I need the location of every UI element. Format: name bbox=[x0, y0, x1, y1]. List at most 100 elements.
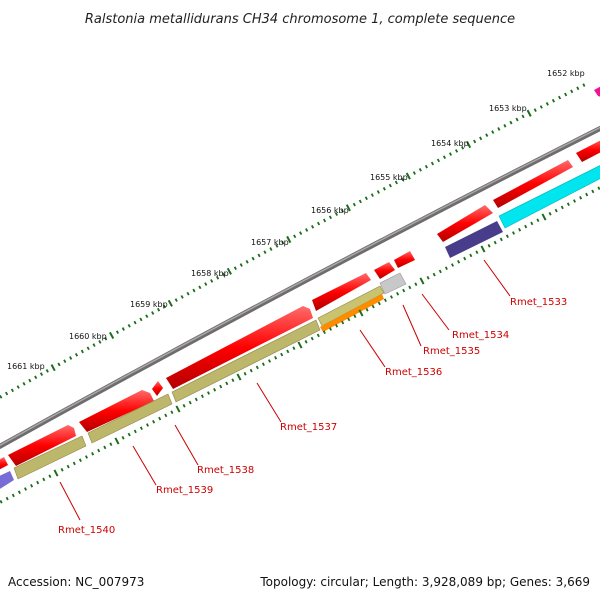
tick-mark bbox=[419, 277, 425, 285]
tick-mark bbox=[257, 253, 261, 258]
tick-mark bbox=[521, 114, 525, 119]
ruler-label-1660: 1660 kbp bbox=[69, 332, 107, 341]
ruler-label-1655: 1655 kbp bbox=[370, 173, 408, 182]
tick-mark bbox=[267, 359, 272, 363]
tick-mark bbox=[353, 314, 357, 319]
tick-mark bbox=[400, 177, 404, 182]
tick-mark bbox=[139, 317, 143, 322]
gene-label-rmet-1533[interactable]: Rmet_1533 bbox=[510, 297, 567, 308]
gene-orange-1536 bbox=[320, 294, 384, 332]
tick-mark bbox=[145, 423, 150, 427]
tick-mark bbox=[233, 266, 237, 271]
tick-mark bbox=[539, 105, 543, 109]
tick-mark bbox=[53, 469, 59, 477]
tick-mark bbox=[84, 455, 89, 459]
tick-mark bbox=[286, 235, 292, 244]
tick-mark bbox=[358, 199, 362, 204]
tick-mark bbox=[316, 333, 320, 338]
gene-olive-1538 bbox=[87, 393, 173, 444]
tick-mark bbox=[388, 183, 392, 188]
tick-mark bbox=[335, 323, 339, 328]
tick-mark bbox=[145, 314, 149, 319]
tick-mark bbox=[194, 397, 198, 402]
gene-arrow bbox=[0, 457, 8, 470]
gene-cyan bbox=[498, 165, 600, 229]
tick-mark bbox=[219, 384, 223, 389]
tick-mark bbox=[292, 346, 296, 351]
tick-mark bbox=[317, 221, 321, 226]
gene-labels bbox=[59, 259, 511, 521]
tick-mark bbox=[341, 320, 345, 325]
tick-mark bbox=[216, 275, 220, 280]
tick-mark bbox=[499, 237, 503, 242]
tick-mark bbox=[39, 372, 44, 376]
tick-mark bbox=[152, 419, 156, 424]
tick-mark bbox=[405, 172, 411, 180]
tick-mark bbox=[221, 272, 225, 277]
tick-mark bbox=[186, 291, 190, 296]
tick-mark bbox=[530, 221, 534, 226]
tick-mark bbox=[558, 95, 562, 100]
tick-mark bbox=[16, 385, 20, 389]
gene-purple-1533 bbox=[445, 221, 503, 258]
gene-arrow bbox=[312, 273, 371, 311]
tick-mark bbox=[582, 83, 586, 87]
tick-mark bbox=[66, 464, 70, 469]
tick-mark bbox=[243, 371, 247, 376]
tick-mark bbox=[72, 461, 76, 466]
gene-label-rmet-1534[interactable]: Rmet_1534 bbox=[452, 330, 509, 341]
tick-mark bbox=[311, 224, 315, 229]
tick-mark bbox=[28, 378, 32, 383]
tick-mark bbox=[206, 391, 211, 395]
tick-mark bbox=[328, 215, 332, 220]
tick-mark bbox=[92, 343, 96, 347]
tick-mark bbox=[60, 467, 64, 472]
tick-mark bbox=[323, 218, 327, 223]
gene-label-rmet-1536[interactable]: Rmet_1536 bbox=[385, 367, 442, 378]
tick-mark bbox=[551, 98, 555, 103]
inner-ruler-ticks bbox=[0, 186, 600, 504]
gene-label-rmet-1537[interactable]: Rmet_1537 bbox=[280, 422, 337, 433]
tick-mark bbox=[97, 448, 101, 453]
tick-mark bbox=[274, 355, 278, 360]
gene-label-rmet-1540[interactable]: Rmet_1540 bbox=[58, 525, 115, 536]
tick-mark bbox=[448, 152, 453, 156]
tick-mark bbox=[188, 400, 192, 405]
tick-mark bbox=[22, 381, 26, 386]
backbone-ring bbox=[0, 125, 600, 450]
tick-mark bbox=[50, 364, 56, 372]
tick-mark bbox=[526, 109, 532, 117]
forward-strand-genes bbox=[0, 140, 600, 470]
tick-mark bbox=[345, 204, 351, 212]
gene-purple-left bbox=[0, 471, 14, 489]
tick-mark bbox=[0, 499, 3, 504]
tick-mark bbox=[164, 413, 168, 418]
gene-arrow bbox=[576, 140, 600, 162]
tick-mark bbox=[394, 180, 398, 185]
tick-mark bbox=[541, 213, 547, 221]
tick-mark bbox=[57, 362, 61, 367]
tick-mark bbox=[245, 259, 249, 264]
tick-mark bbox=[576, 86, 580, 91]
tick-mark bbox=[450, 263, 455, 267]
tick-mark bbox=[414, 282, 418, 287]
gene-label-rmet-1535[interactable]: Rmet_1535 bbox=[423, 346, 480, 357]
tick-mark bbox=[91, 451, 95, 456]
tick-mark bbox=[475, 250, 479, 255]
tick-mark bbox=[23, 487, 28, 491]
tick-mark bbox=[382, 186, 386, 191]
gene-magenta bbox=[594, 86, 600, 97]
tick-mark bbox=[293, 234, 297, 239]
ruler-label-1657: 1657 kbp bbox=[251, 238, 289, 247]
gene-olive-1536 bbox=[317, 285, 385, 327]
tick-mark bbox=[204, 282, 208, 286]
tick-mark bbox=[383, 298, 387, 303]
tick-mark bbox=[503, 123, 507, 128]
tick-mark bbox=[174, 298, 178, 302]
tick-mark bbox=[200, 394, 204, 399]
gene-label-rmet-1539[interactable]: Rmet_1539 bbox=[156, 485, 213, 496]
tick-mark bbox=[5, 391, 9, 396]
tick-mark bbox=[121, 327, 125, 331]
tick-mark bbox=[36, 480, 40, 485]
gene-label-rmet-1538[interactable]: Rmet_1538 bbox=[197, 465, 254, 476]
